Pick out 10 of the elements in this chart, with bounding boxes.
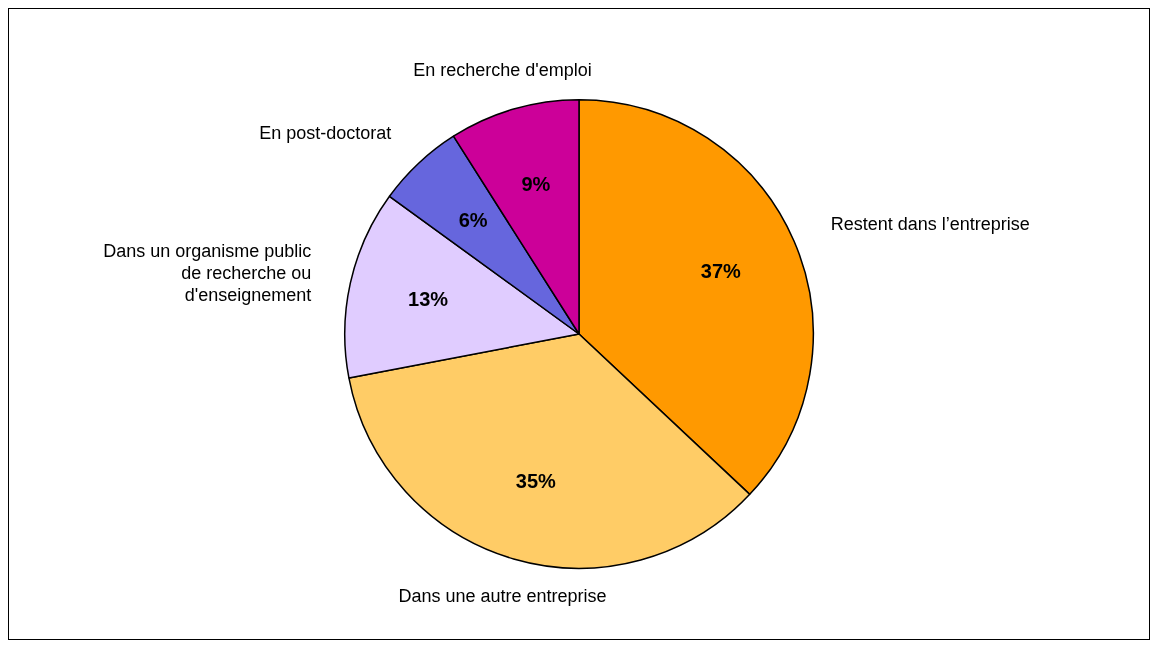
slice-label: En recherche d'emploi <box>413 59 592 80</box>
data-label: 9% <box>521 173 551 196</box>
slice-label: Dans un organisme public de recherche ou d'enseignement <box>103 241 312 306</box>
data-label: 13% <box>408 287 449 310</box>
slice-label: En post-doctorat <box>259 123 392 144</box>
data-label: 6% <box>458 208 488 231</box>
data-label: 37% <box>700 260 742 283</box>
slice-label: Restent dans l’entreprise <box>830 214 1030 235</box>
data-label: 35% <box>515 469 557 492</box>
slice-label: Dans une autre entreprise <box>398 586 607 607</box>
